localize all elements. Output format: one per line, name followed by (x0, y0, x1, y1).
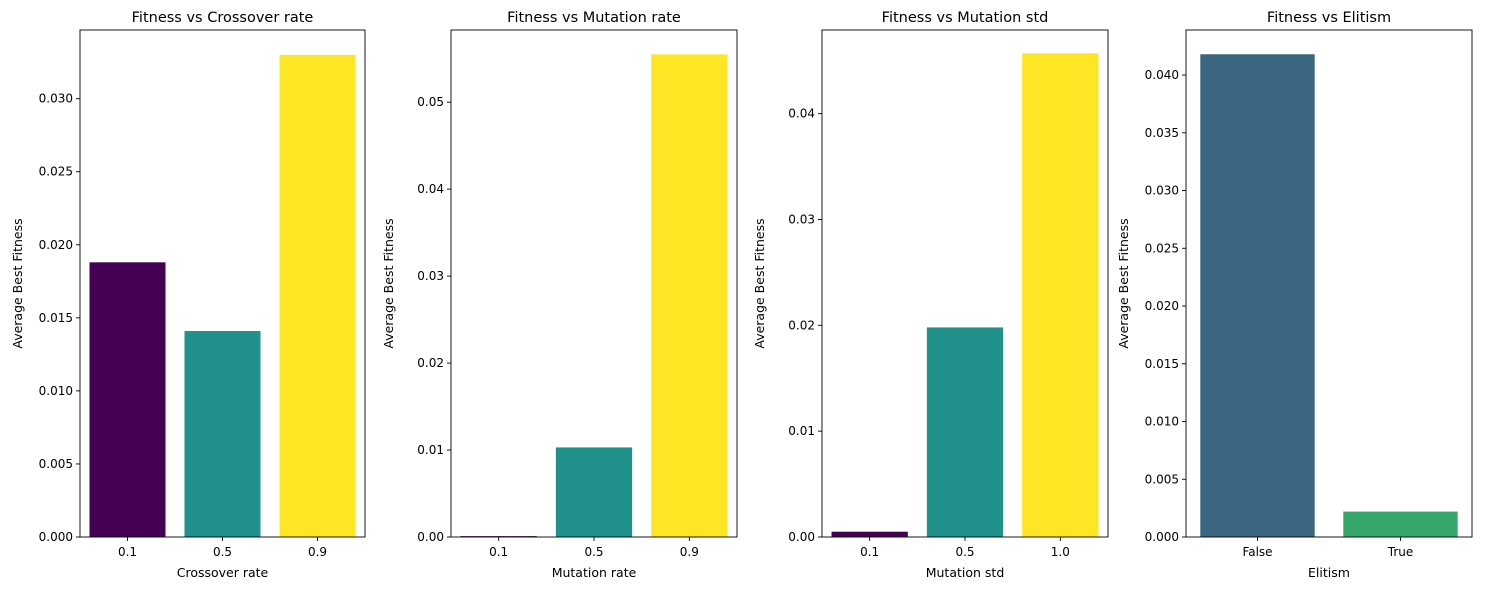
y-tick-label: 0.025 (1145, 241, 1179, 255)
y-tick-label: 0.030 (39, 92, 73, 106)
bar-3 (651, 54, 728, 537)
x-tick-label: 0.9 (308, 545, 327, 559)
x-axis-label: Mutation rate (552, 565, 637, 580)
chart-title: Fitness vs Crossover rate (132, 10, 314, 26)
y-tick-label: 0.010 (1145, 415, 1179, 429)
y-axis-label: Average Best Fitness (10, 218, 25, 348)
y-tick-label: 0.000 (39, 530, 73, 544)
chart-title: Fitness vs Mutation rate (507, 10, 681, 26)
chart-title: Fitness vs Mutation std (882, 10, 1049, 26)
axes-frame (1185, 29, 1473, 538)
bar-2 (1343, 511, 1458, 537)
x-tick-label: False (1242, 545, 1272, 559)
y-tick-label: 0.00 (788, 530, 815, 544)
x-tick-label: 0.5 (955, 545, 974, 559)
bar-3 (1022, 53, 1099, 537)
subplot-3: 0.00 0.01 0.02 0.03 0.04 0.1 0.5 1.0 Fitness vs … (752, 10, 1109, 580)
y-tick-label: 0.015 (1145, 357, 1179, 371)
y-tick-label: 0.01 (788, 424, 815, 438)
x-tick-label: 0.5 (213, 545, 232, 559)
subplot-2: 0.00 0.01 0.02 0.03 0.04 0.05 0.1 0.5 0.9 Fitness… (381, 10, 738, 580)
y-axis-label: Average Best Fitness (1116, 218, 1131, 348)
y-tick-label: 0.010 (39, 384, 73, 398)
y-tick-label: 0.005 (1145, 472, 1179, 486)
y-tick-label: 0.000 (1145, 530, 1179, 544)
y-axis-label: Average Best Fitness (752, 218, 767, 348)
x-axis-label: Mutation std (926, 565, 1005, 580)
bar-2 (555, 447, 633, 537)
subplot-4: 0.000 0.005 0.010 0.015 0.020 0.025 0.030 0.035… (1116, 10, 1473, 580)
chart-title: Fitness vs Elitism (1267, 10, 1391, 26)
y-axis-label: Average Best Fitness (381, 218, 396, 348)
x-tick-label: 0.1 (860, 545, 879, 559)
x-axis-label: Elitism (1308, 565, 1350, 580)
y-tick-label: 0.040 (1145, 68, 1179, 82)
subplot-1: 0.000 0.005 0.010 0.015 0.020 0.025 0.030 0.1 0.… (10, 10, 366, 580)
bar-1 (89, 262, 166, 537)
y-tick-label: 0.035 (1145, 126, 1179, 140)
x-tick-label: 0.9 (680, 545, 699, 559)
y-tick-label: 0.015 (39, 311, 73, 325)
y-tick-label: 0.04 (788, 107, 815, 121)
bar-1 (1200, 54, 1315, 538)
x-tick-label: True (1387, 545, 1414, 559)
bar-2 (926, 327, 1004, 537)
y-tick-label: 0.01 (417, 443, 444, 457)
y-tick-label: 0.02 (788, 318, 815, 332)
bar-2 (184, 330, 261, 537)
y-tick-label: 0.02 (417, 356, 444, 370)
y-tick-label: 0.05 (417, 95, 444, 109)
x-tick-label: 0.1 (118, 545, 137, 559)
y-tick-label: 0.005 (39, 457, 73, 471)
y-tick-label: 0.03 (417, 269, 444, 283)
y-tick-label: 0.020 (1145, 299, 1179, 313)
y-tick-label: 0.025 (39, 165, 73, 179)
bar-1 (831, 531, 908, 537)
y-tick-label: 0.030 (1145, 184, 1179, 198)
y-tick-label: 0.03 (788, 212, 815, 226)
y-tick-label: 0.00 (417, 530, 444, 544)
y-tick-label: 0.020 (39, 238, 73, 252)
bar-3 (279, 54, 356, 537)
x-tick-label: 1.0 (1051, 545, 1070, 559)
x-axis-label: Crossover rate (177, 565, 269, 580)
y-tick-label: 0.04 (417, 182, 444, 196)
x-tick-label: 0.5 (584, 545, 603, 559)
x-tick-label: 0.1 (489, 545, 508, 559)
